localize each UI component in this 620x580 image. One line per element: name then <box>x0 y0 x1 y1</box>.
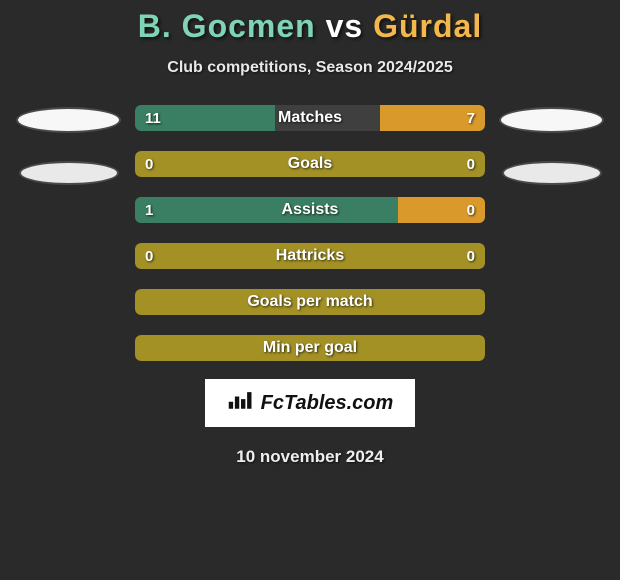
left-badges <box>16 105 121 185</box>
brand-badge: FcTables.com <box>205 379 415 427</box>
player2-name: Gürdal <box>373 8 482 44</box>
badge-ellipse <box>19 161 119 185</box>
stat-row: 10Assists <box>135 197 485 223</box>
badge-ellipse <box>502 161 602 185</box>
stat-label: Matches <box>135 105 485 131</box>
vs-label: vs <box>326 8 364 44</box>
brand-text: FcTables.com <box>261 392 394 415</box>
stat-row: 117Matches <box>135 105 485 131</box>
title: B. Gocmen vs Gürdal <box>138 8 482 45</box>
stat-label: Hattricks <box>135 243 485 269</box>
stat-row: Goals per match <box>135 289 485 315</box>
right-badges <box>499 105 604 185</box>
stat-label: Assists <box>135 197 485 223</box>
badge-ellipse <box>16 107 121 133</box>
player1-name: B. Gocmen <box>138 8 316 44</box>
stat-label: Goals per match <box>135 289 485 315</box>
subtitle: Club competitions, Season 2024/2025 <box>167 59 452 77</box>
comparison-card: B. Gocmen vs Gürdal Club competitions, S… <box>0 0 620 580</box>
stat-label: Min per goal <box>135 335 485 361</box>
stat-row: 00Goals <box>135 151 485 177</box>
stat-row: 00Hattricks <box>135 243 485 269</box>
bars-icon <box>227 389 255 417</box>
stats-area: 117Matches 00Goals 10Assists 00Hattricks Goa… <box>0 105 620 361</box>
stat-row: Min per goal <box>135 335 485 361</box>
badge-ellipse <box>499 107 604 133</box>
stat-bars: 117Matches 00Goals 10Assists 00Hattricks Goa… <box>135 105 485 361</box>
date-label: 10 november 2024 <box>236 447 383 467</box>
stat-label: Goals <box>135 151 485 177</box>
